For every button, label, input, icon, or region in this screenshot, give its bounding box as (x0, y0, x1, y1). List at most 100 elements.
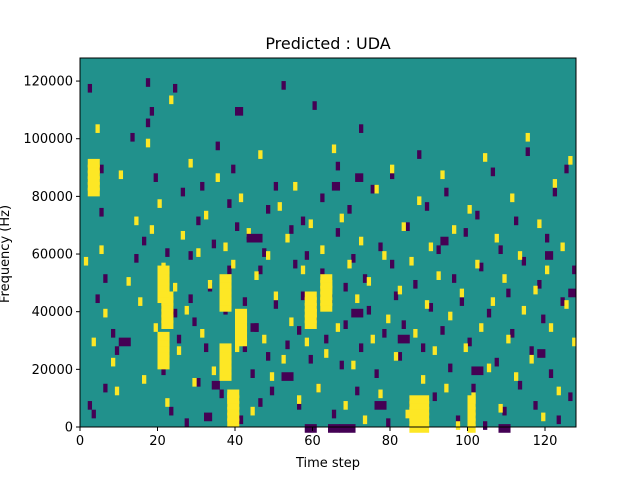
heatmap-cell-class-2 (277, 202, 282, 211)
heatmap-cell-class-0 (320, 268, 325, 278)
y-tick-label: 100000 (23, 132, 73, 147)
heatmap-cell-class-0 (382, 328, 387, 338)
heatmap-cell-class-0 (351, 254, 356, 263)
heatmap-cell-class-0 (521, 256, 527, 266)
heatmap-cell-class-0 (204, 343, 209, 353)
heatmap-cell-class-0 (188, 251, 193, 260)
heatmap-cell-class-2 (192, 377, 197, 387)
heatmap-cell-class-0 (103, 274, 108, 283)
heatmap-cell-class-2 (343, 401, 348, 410)
heatmap-cell-class-2 (157, 349, 170, 358)
heatmap-cell-class-0 (328, 424, 341, 433)
heatmap-cell-class-2 (180, 230, 186, 240)
heatmap-cell-class-2 (514, 372, 519, 381)
heatmap-cell-class-0 (308, 354, 313, 364)
heatmap-cell-class-2 (118, 170, 124, 180)
x-tick-label: 40 (227, 434, 244, 449)
y-tick-label: 40000 (32, 305, 73, 320)
x-tick-label: 100 (455, 434, 480, 449)
heatmap-cell-class-2 (467, 406, 476, 416)
heatmap-cell-class-2 (304, 308, 317, 318)
heatmap-cell-class-0 (343, 320, 348, 329)
heatmap-cell-class-0 (471, 383, 476, 393)
heatmap-cell-class-2 (374, 184, 379, 194)
heatmap-cell-class-0 (204, 412, 213, 422)
heatmap-cell-class-0 (479, 262, 484, 272)
heatmap-cell-class-2 (161, 320, 174, 329)
heatmap-cell-class-2 (320, 303, 333, 312)
heatmap-cell-class-0 (362, 274, 368, 283)
heatmap-cell-class-0 (397, 352, 403, 361)
heatmap-cell-class-2 (87, 181, 100, 191)
heatmap-cell-class-2 (320, 279, 333, 289)
heatmap-cell-class-0 (184, 418, 189, 427)
heatmap-cell-class-2 (517, 251, 523, 260)
heatmap-cell-class-0 (242, 343, 248, 353)
heatmap-cell-class-0 (95, 294, 100, 304)
x-tick-label: 80 (382, 434, 399, 449)
heatmap-cell-class-0 (273, 181, 279, 191)
heatmap-cell-class-2 (362, 415, 368, 425)
heatmap-cell-class-0 (250, 323, 259, 332)
heatmap-cell-class-0 (347, 205, 352, 214)
heatmap-cell-class-0 (452, 274, 457, 283)
heatmap-cell-class-0 (289, 225, 294, 234)
heatmap-cell-class-0 (568, 288, 577, 298)
heatmap-cell-class-2 (467, 205, 472, 214)
heatmap-cell-class-0 (281, 372, 294, 381)
heatmap-cell-class-0 (366, 305, 372, 315)
heatmap-cell-class-2 (157, 282, 170, 292)
heatmap-cell-class-2 (424, 300, 430, 309)
heatmap-cell-class-2 (409, 424, 430, 433)
heatmap-cell-class-0 (297, 326, 302, 335)
heatmap-cell-class-2 (521, 305, 527, 315)
heatmap-cell-class-2 (467, 412, 476, 422)
heatmap-cell-class-0 (568, 392, 573, 402)
heatmap-cell-class-2 (409, 418, 430, 427)
heatmap-cell-class-2 (475, 259, 480, 269)
heatmap-cell-class-0 (300, 291, 306, 301)
heatmap-cell-class-2 (235, 326, 248, 335)
heatmap-cell-class-2 (83, 256, 89, 266)
heatmap-cell-class-2 (304, 320, 317, 329)
heatmap-cell-class-2 (393, 352, 399, 361)
heatmap-cell-class-2 (498, 403, 503, 413)
heatmap-cell-class-2 (219, 285, 232, 295)
heatmap-cell-class-0 (269, 386, 275, 396)
heatmap-cell-class-2 (564, 300, 569, 309)
heatmap-cell-class-2 (320, 245, 325, 255)
heatmap-cell-class-2 (417, 196, 422, 206)
heatmap-cell-class-2 (235, 337, 248, 347)
heatmap-cell-class-2 (370, 334, 375, 344)
heatmap-cell-class-2 (409, 401, 430, 410)
heatmap-cell-class-0 (390, 170, 395, 180)
x-tick-label: 0 (76, 434, 84, 449)
heatmap-cell-class-0 (386, 418, 391, 427)
heatmap-cell-class-2 (142, 375, 147, 384)
heatmap-cell-class-2 (324, 349, 329, 358)
heatmap-cell-class-2 (297, 395, 302, 404)
heatmap-cell-class-0 (556, 415, 561, 425)
heatmap-cell-class-2 (409, 395, 430, 404)
heatmap-cell-class-2 (572, 337, 577, 347)
heatmap-cell-class-0 (262, 248, 267, 257)
heatmap-cell-class-2 (211, 366, 217, 376)
heatmap-cell-class-2 (390, 164, 395, 174)
heatmap-cell-class-2 (184, 305, 189, 315)
heatmap-cell-class-2 (490, 297, 496, 306)
heatmap-cell-class-2 (409, 412, 430, 422)
heatmap-cell-class-2 (235, 314, 248, 324)
heatmap-cell-class-0 (343, 282, 348, 292)
y-tick-label: 80000 (32, 190, 73, 205)
heatmap-cell-class-2 (95, 124, 100, 133)
heatmap-cell-class-2 (227, 418, 240, 427)
heatmap-cell-class-0 (335, 228, 341, 237)
heatmap-cell-class-0 (227, 265, 232, 275)
heatmap-cell-class-2 (510, 193, 515, 203)
heatmap-cell-class-0 (211, 380, 220, 390)
heatmap-cell-class-0 (200, 181, 205, 191)
heatmap-cell-class-0 (514, 216, 519, 226)
heatmap-cell-class-2 (258, 150, 263, 159)
heatmap-cell-class-2 (87, 164, 100, 174)
heatmap-cell-class-0 (490, 167, 496, 177)
